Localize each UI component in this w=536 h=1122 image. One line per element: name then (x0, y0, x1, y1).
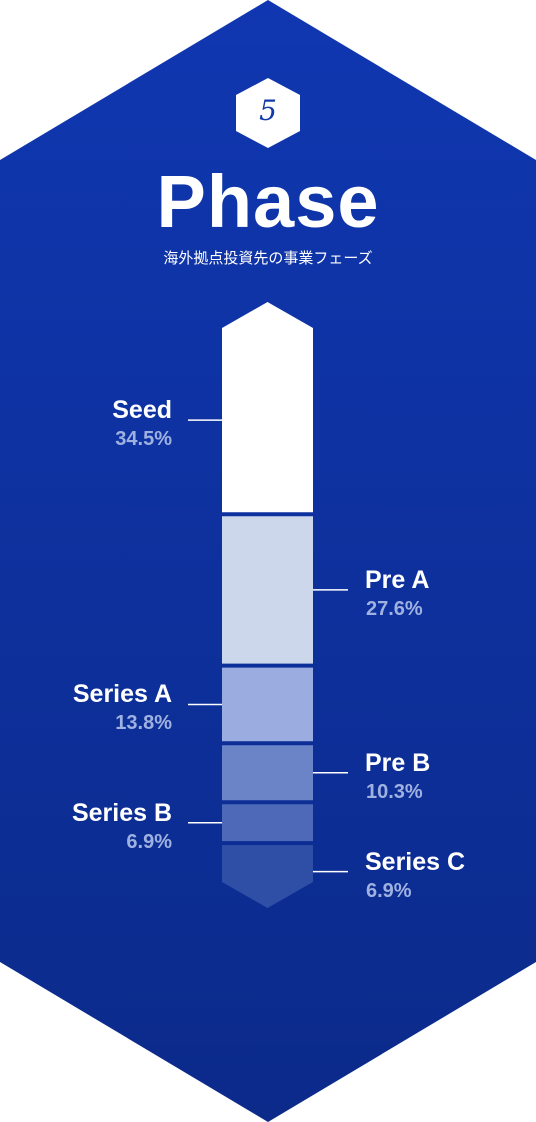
segment-series-c (222, 845, 313, 908)
phase-number: 5 (259, 94, 277, 127)
value-label: 6.9% (126, 830, 172, 853)
category-label: Seed (112, 396, 172, 425)
segment-series-b (222, 804, 313, 842)
phase-badge-hexagon (236, 78, 300, 148)
category-label: Series C (365, 847, 466, 876)
segment-pre-b (222, 745, 313, 801)
value-label: 6.9% (366, 879, 412, 902)
category-label: Series B (71, 798, 172, 827)
value-label: 10.3% (366, 780, 423, 803)
category-label: Pre B (365, 748, 431, 777)
segment-pre-a (222, 516, 313, 664)
value-label: 27.6% (366, 597, 423, 620)
category-label: Pre A (365, 565, 430, 594)
value-label: 13.8% (115, 712, 172, 735)
segment-seed (222, 302, 313, 513)
value-label: 34.5% (115, 428, 172, 451)
segment-series-a (222, 667, 313, 742)
page-subtitle: 海外拠点投資先の事業フェーズ (163, 249, 373, 267)
page-title: Phase (156, 160, 380, 243)
category-label: Series A (72, 680, 172, 709)
